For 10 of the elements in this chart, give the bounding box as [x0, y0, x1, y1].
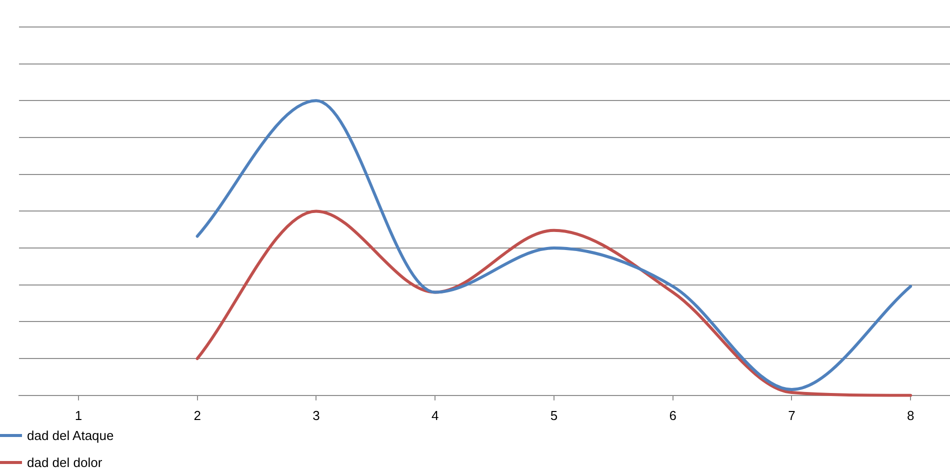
- legend-label: dad del Ataque: [27, 428, 114, 443]
- x-tick-label: 8: [906, 408, 914, 423]
- x-tick-label: 6: [669, 408, 676, 423]
- x-tick-label: 1: [74, 408, 82, 423]
- x-tick-label: 3: [312, 408, 320, 423]
- x-tick-label: 4: [431, 408, 439, 423]
- x-tick-label: 7: [788, 408, 796, 423]
- legend-label: dad del dolor: [27, 455, 102, 470]
- x-tick-label: 2: [194, 408, 201, 423]
- x-tick-label: 5: [550, 408, 558, 423]
